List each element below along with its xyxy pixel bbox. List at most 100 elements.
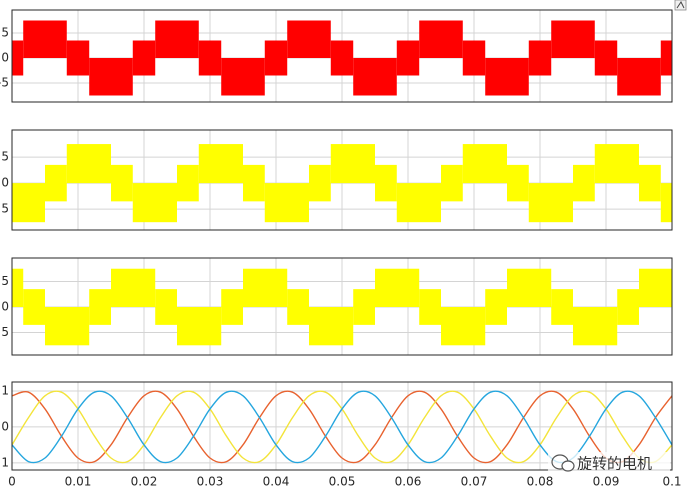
- band-segment: [198, 40, 222, 76]
- band-segment: [594, 40, 618, 76]
- band-segment: [573, 307, 618, 346]
- band-segment: [264, 40, 288, 76]
- band-segment: [264, 183, 309, 223]
- band-segment: [12, 40, 24, 76]
- band-segment: [330, 40, 354, 76]
- band-segment: [660, 40, 672, 76]
- band-segment: [617, 58, 661, 96]
- y-tick-label: 5: [1, 150, 9, 164]
- x-tick-label: 0.02: [131, 475, 158, 489]
- band-segment: [89, 289, 111, 325]
- band-segment: [528, 183, 573, 223]
- band-segment: [89, 58, 133, 96]
- axes-box: [11, 257, 673, 356]
- axes-box: [11, 129, 673, 231]
- x-tick-label: 0.1: [662, 475, 681, 489]
- band-segment: [485, 289, 507, 325]
- band-segment: [309, 164, 331, 202]
- y-tick-label: 5: [1, 202, 9, 216]
- band-segment: [330, 144, 375, 184]
- band-segment: [177, 164, 199, 202]
- x-tick-label: 0.08: [527, 475, 554, 489]
- band-segment: [23, 20, 67, 58]
- x-tick-label: 0: [8, 475, 16, 489]
- band-segment: [507, 164, 529, 202]
- band-segment: [45, 307, 90, 346]
- panel: 1 0 1 0 0.01 0.02 0.03 0.04 0.05 0.06 0.07 0.08 0.09…: [1, 381, 682, 489]
- y-tick-label: 1: [1, 455, 9, 469]
- band-segment: [617, 289, 639, 325]
- band-segment: [551, 20, 595, 58]
- band-segment: [551, 289, 573, 325]
- band-segment: [12, 268, 24, 308]
- y-tick-label: 5: [1, 274, 9, 288]
- panel: 5 0 -5: [0, 9, 673, 103]
- y-tick-label: 5: [1, 26, 9, 40]
- band-segment: [660, 183, 672, 223]
- band-segment: [45, 164, 67, 202]
- band-segment: [462, 40, 486, 76]
- band-segment: [419, 20, 463, 58]
- y-tick-label: 5: [1, 325, 9, 339]
- band-segment: [287, 289, 309, 325]
- band-segment: [287, 20, 331, 58]
- band-segment: [221, 289, 243, 325]
- axes-box: [11, 381, 673, 471]
- band-segment: [177, 307, 222, 346]
- band-segment: [375, 164, 397, 202]
- band-segment: [573, 164, 595, 202]
- watermark-backdrop: [548, 452, 670, 474]
- band-segment: [12, 183, 45, 223]
- x-tick-label: 0.01: [65, 475, 92, 489]
- panel: 5 0 5: [1, 129, 673, 231]
- band-segment: [485, 58, 529, 96]
- panel: 5 0 5: [1, 257, 673, 356]
- band-segment: [396, 40, 420, 76]
- band-segment: [243, 164, 265, 202]
- watermark-text: 旋转的电机: [577, 455, 652, 473]
- band-segment: [155, 20, 199, 58]
- y-tick-label: 0: [1, 300, 9, 314]
- y-tick-label: 1: [1, 383, 9, 397]
- band-segment: [66, 40, 90, 76]
- signal-line: [11, 390, 673, 464]
- x-tick-label: 0.06: [395, 475, 422, 489]
- band-segment: [639, 164, 661, 202]
- band-segment: [396, 183, 441, 223]
- band-segment: [155, 289, 177, 325]
- band-segment: [375, 268, 420, 308]
- band-segment: [353, 58, 397, 96]
- band-segment: [594, 144, 639, 184]
- band-segment: [221, 58, 265, 96]
- band-segment: [419, 289, 441, 325]
- band-segment: [528, 40, 552, 76]
- icon-frame[interactable]: [674, 0, 687, 11]
- y-tick-label: 0: [1, 419, 9, 433]
- band-segment: [132, 183, 177, 223]
- band-segment: [66, 144, 111, 184]
- x-tick-label: 0.04: [263, 475, 290, 489]
- band-segment: [441, 164, 463, 202]
- band-segment: [132, 40, 156, 76]
- band-segment: [353, 289, 375, 325]
- band-segment: [639, 268, 672, 308]
- icon-glyph: [676, 1, 685, 9]
- band-segment: [243, 268, 288, 308]
- band-segment: [23, 289, 45, 325]
- watermark: 旋转的电机: [548, 452, 670, 474]
- y-tick-label: 0: [1, 51, 9, 65]
- y-tick-label: 0: [1, 176, 9, 190]
- band-segment: [111, 164, 133, 202]
- watermark-logo: [561, 460, 575, 472]
- band-segment: [198, 144, 243, 184]
- toolbar-icon[interactable]: [674, 0, 687, 11]
- band-segment: [507, 268, 552, 308]
- y-tick-label: -5: [0, 76, 9, 90]
- x-tick-label: 0.09: [593, 475, 620, 489]
- band-segment: [111, 268, 156, 308]
- band-segment: [309, 307, 354, 346]
- band-segment: [462, 144, 507, 184]
- band-segment: [441, 307, 486, 346]
- x-tick-label: 0.07: [461, 475, 488, 489]
